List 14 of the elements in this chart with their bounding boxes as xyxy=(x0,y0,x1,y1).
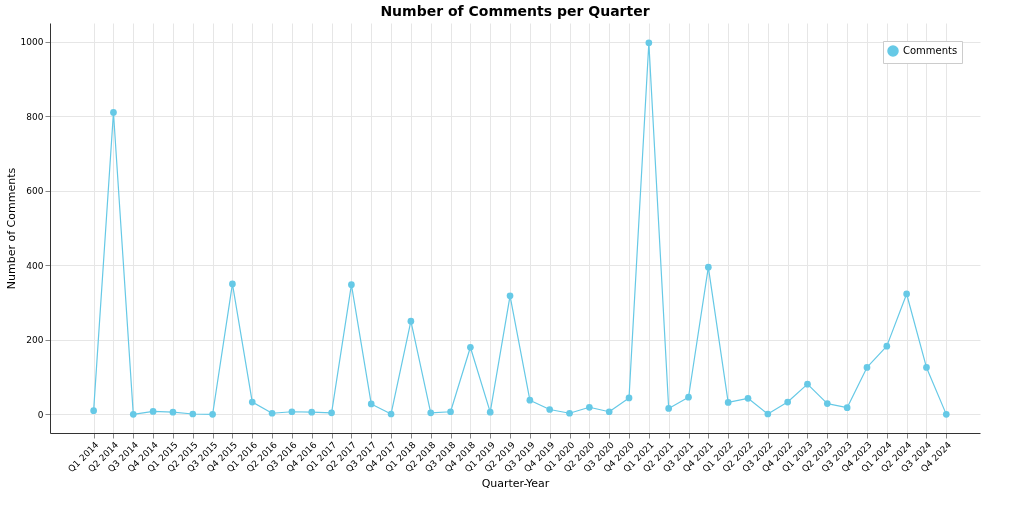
y-tick-label: 0 xyxy=(37,409,44,420)
y-tick-label: 800 xyxy=(26,111,44,122)
x-axis-title: Quarter-Year xyxy=(481,477,550,491)
chart-title: Number of Comments per Quarter xyxy=(380,3,650,19)
point xyxy=(110,109,117,116)
y-axis-title: Number of Comments xyxy=(4,167,18,290)
y-tick-label: 200 xyxy=(26,335,44,346)
y-tick-label: 600 xyxy=(26,186,44,197)
y-tick-label: 400 xyxy=(26,260,44,271)
y-tick-label: 1000 xyxy=(20,37,44,48)
legend-label: Comments xyxy=(903,45,958,56)
point xyxy=(942,411,950,418)
point xyxy=(348,281,355,288)
point xyxy=(90,407,97,414)
